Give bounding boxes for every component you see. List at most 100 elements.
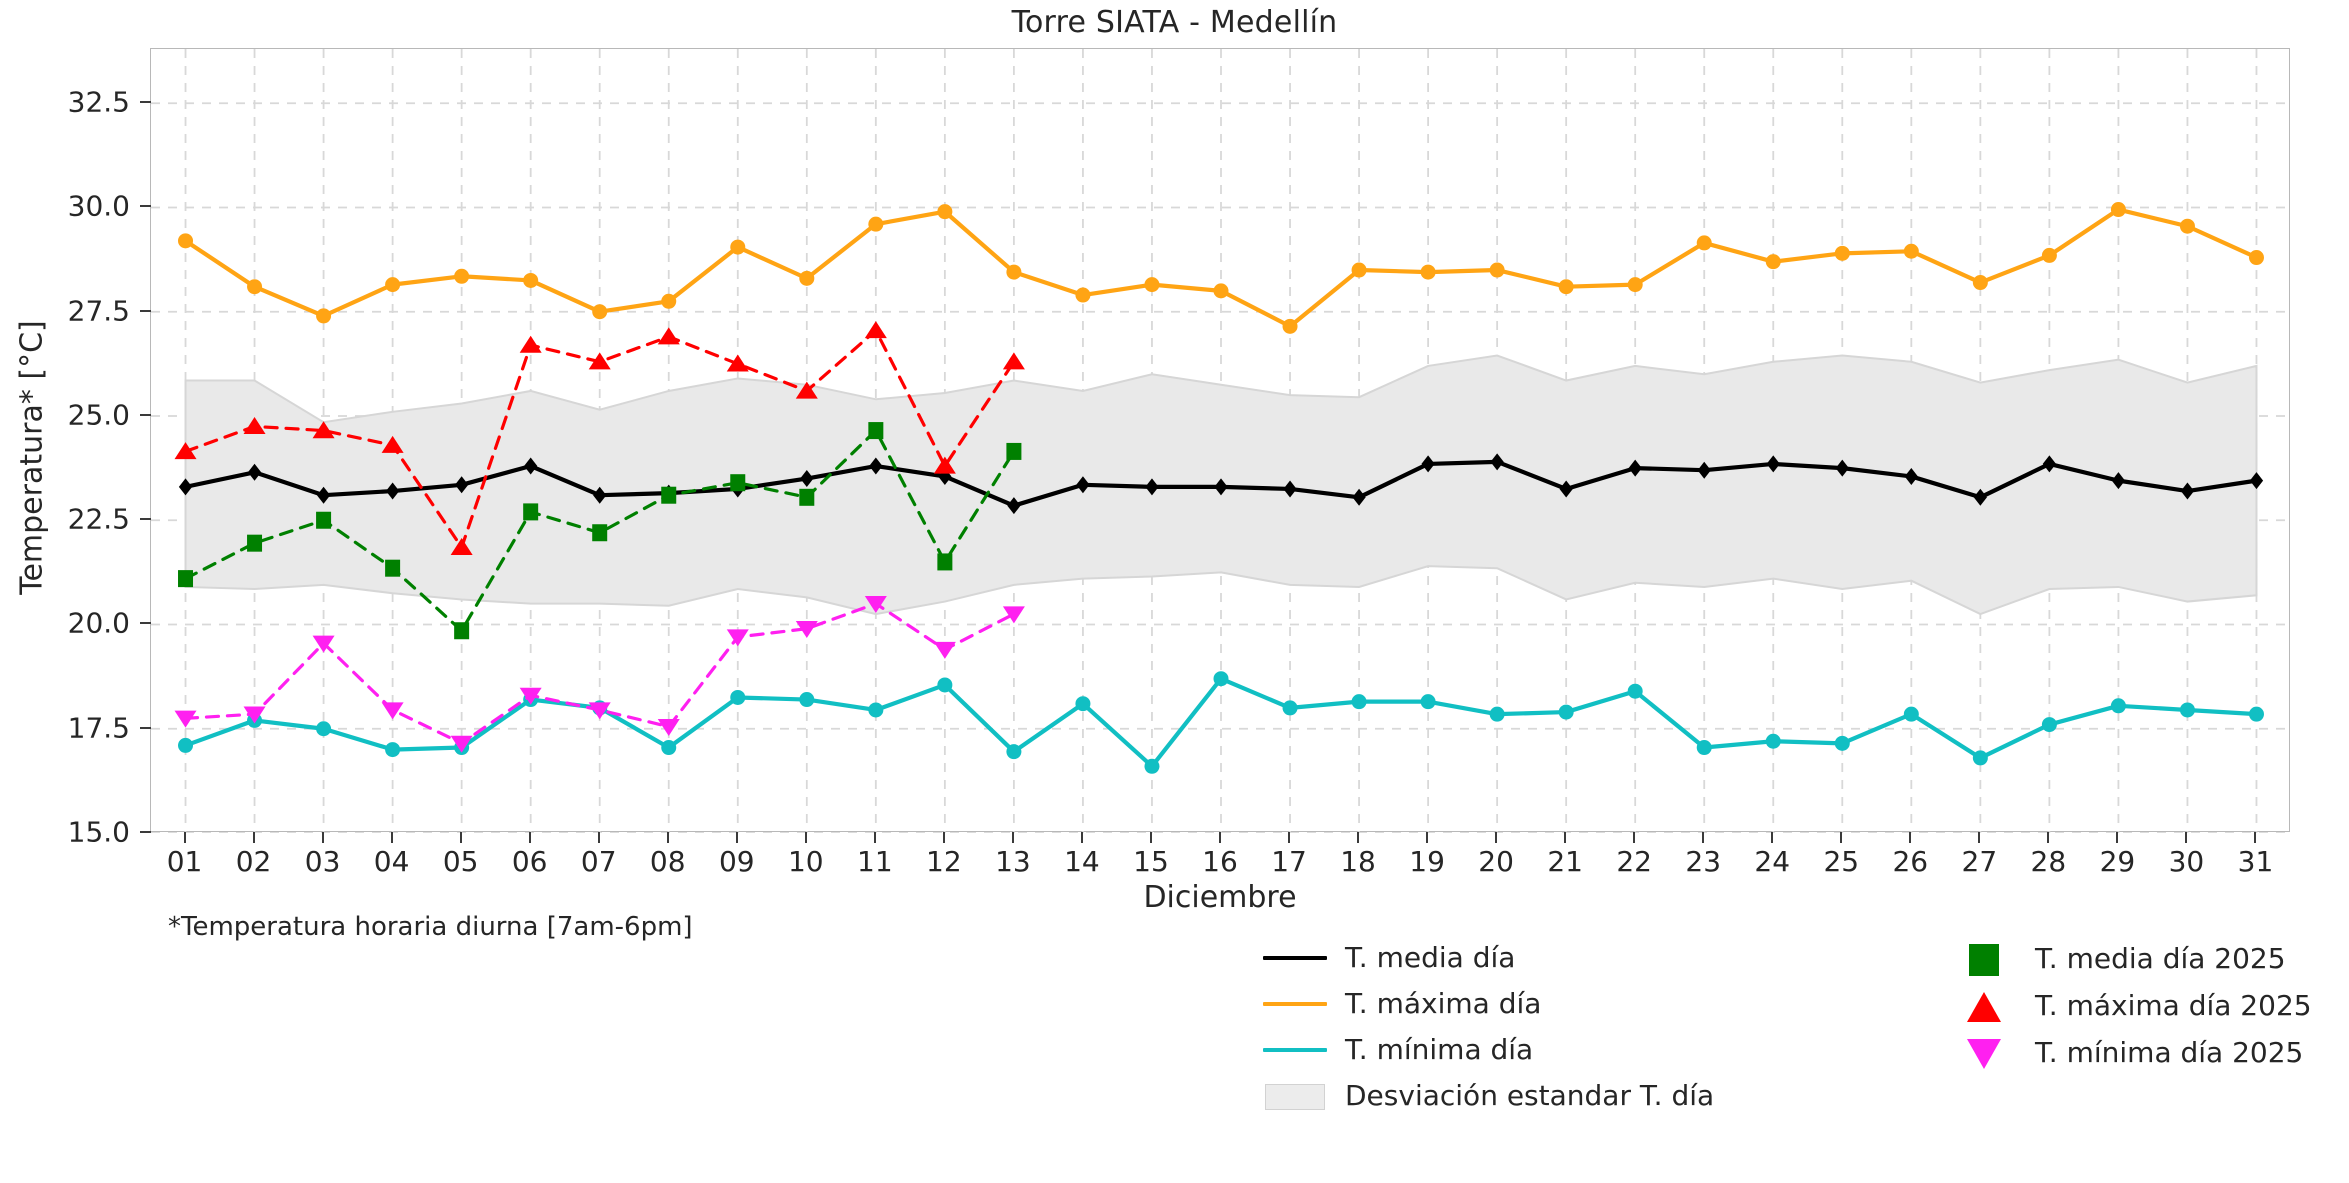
x-tick-label: 23 xyxy=(1685,845,1722,878)
x-tick-label: 15 xyxy=(1133,845,1169,878)
x-tick-label: 04 xyxy=(373,845,410,878)
data-point xyxy=(385,277,401,293)
x-tick-label: 31 xyxy=(2237,845,2274,878)
y-tick-mark xyxy=(140,309,151,312)
data-point xyxy=(1351,694,1367,710)
x-tick-mark xyxy=(2254,832,2257,843)
x-tick-mark xyxy=(459,832,462,843)
legend-line-swatch xyxy=(1263,956,1327,960)
y-tick-label: 17.5 xyxy=(67,711,130,745)
data-point xyxy=(1489,262,1505,278)
legend-key-line xyxy=(1255,1032,1335,1066)
data-point xyxy=(799,692,815,708)
data-point xyxy=(592,524,608,542)
x-tick-mark xyxy=(1633,832,1636,843)
legend-line-swatch xyxy=(1263,1048,1327,1052)
data-point xyxy=(1903,243,1919,259)
data-point xyxy=(1627,277,1643,293)
x-tick-label: 22 xyxy=(1616,845,1652,878)
legend-item[interactable]: Desviación estandar T. día xyxy=(1255,1078,1714,1112)
data-point xyxy=(1144,758,1160,774)
data-point xyxy=(2248,250,2264,266)
x-tick-label: 26 xyxy=(1892,845,1929,878)
data-point xyxy=(2041,247,2057,263)
data-point xyxy=(1075,287,1091,303)
data-point xyxy=(799,270,815,286)
data-point xyxy=(1558,704,1574,720)
legend-key-patch xyxy=(1255,1078,1335,1112)
data-point xyxy=(2249,472,2264,490)
y-tick-mark xyxy=(140,726,151,729)
x-tick-mark xyxy=(321,832,324,843)
legend-key-line xyxy=(1255,986,1335,1020)
x-tick-label: 25 xyxy=(1823,845,1860,878)
x-tick-label: 16 xyxy=(1202,845,1238,878)
data-point xyxy=(1904,467,1918,485)
data-point xyxy=(2110,202,2126,218)
data-point xyxy=(455,476,469,494)
data-point xyxy=(1421,455,1435,473)
data-point xyxy=(1006,744,1022,760)
legend-item[interactable]: T. mínima día 2025 xyxy=(1945,1030,2312,1075)
data-point xyxy=(1903,706,1919,722)
y-tick-mark xyxy=(140,413,151,416)
data-point xyxy=(795,621,818,639)
data-point xyxy=(726,354,749,372)
data-point xyxy=(1696,740,1712,756)
x-tick-label: 10 xyxy=(787,845,824,878)
legend-key-square xyxy=(1945,942,2025,976)
data-point xyxy=(730,239,746,255)
x-tick-label: 12 xyxy=(926,845,962,878)
x-tick-label: 20 xyxy=(1478,845,1514,878)
x-tick-mark xyxy=(804,832,807,843)
y-tick-mark xyxy=(140,622,151,625)
data-point xyxy=(174,442,197,460)
x-tick-mark xyxy=(597,832,600,843)
legend-item[interactable]: T. máxima día 2025 xyxy=(1945,983,2312,1028)
x-tick-mark xyxy=(390,832,393,843)
chart-canvas xyxy=(151,49,2291,833)
legend-item[interactable]: T. mínima día xyxy=(1255,1032,1714,1066)
x-tick-label: 02 xyxy=(235,845,272,878)
legend-item[interactable]: T. máxima día xyxy=(1255,986,1714,1020)
data-point xyxy=(1972,750,1988,766)
data-point xyxy=(1420,694,1436,710)
data-point xyxy=(1007,497,1021,515)
legend-item[interactable]: T. media día 2025 xyxy=(1945,936,2312,981)
data-point xyxy=(1002,352,1025,370)
x-tick-label: 08 xyxy=(649,845,686,878)
plot-area xyxy=(150,48,2291,833)
data-point xyxy=(316,511,332,529)
x-tick-mark xyxy=(1149,832,1152,843)
legend-key-triangle-down xyxy=(1945,1036,2025,1070)
legend-triangle-down-marker xyxy=(1967,1038,2001,1069)
x-tick-mark xyxy=(252,832,255,843)
series-maxima_2025 xyxy=(174,321,1025,555)
x-tick-mark xyxy=(1357,832,1360,843)
data-point xyxy=(243,706,266,724)
data-point xyxy=(381,702,404,720)
x-tick-mark xyxy=(1909,832,1912,843)
data-point xyxy=(730,474,746,492)
data-point xyxy=(316,486,331,504)
data-point xyxy=(2180,482,2195,500)
data-point xyxy=(937,553,953,571)
data-point xyxy=(1144,277,1160,293)
legend-item[interactable]: T. media día xyxy=(1255,940,1714,974)
data-point xyxy=(2042,455,2057,473)
data-point xyxy=(385,482,400,500)
legend-label: T. máxima día xyxy=(1345,986,1542,1020)
data-point xyxy=(523,503,539,521)
data-point xyxy=(1834,735,1850,751)
data-point xyxy=(2111,472,2126,490)
data-point xyxy=(795,381,818,399)
data-point xyxy=(1352,488,1366,506)
data-point xyxy=(800,470,814,488)
data-point xyxy=(2179,218,2195,234)
y-tick-label: 25.0 xyxy=(67,398,130,432)
x-tick-mark xyxy=(1080,832,1083,843)
x-tick-mark xyxy=(528,832,531,843)
x-tick-mark xyxy=(735,832,738,843)
data-point xyxy=(937,677,953,693)
data-point xyxy=(450,537,473,555)
